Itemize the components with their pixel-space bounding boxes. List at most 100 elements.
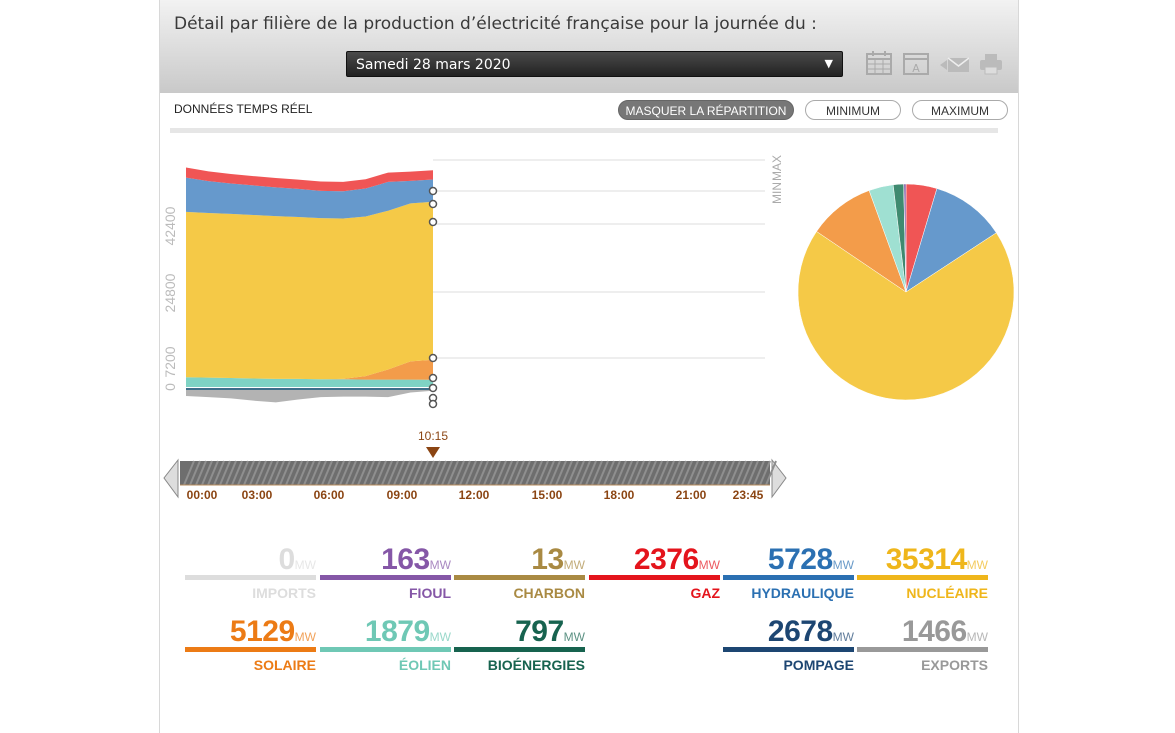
- hatch-line: [447, 460, 459, 486]
- hatch-line: [531, 460, 543, 486]
- stat-imports[interactable]: 0MW IMPORTS: [185, 543, 316, 601]
- stat-label: CHARBON: [513, 585, 585, 601]
- hatch-line: [195, 460, 207, 486]
- timeline[interactable]: [163, 458, 787, 499]
- timeline-tick-label: 21:00: [676, 488, 707, 502]
- hatch-line: [375, 460, 387, 486]
- hatch-line: [663, 460, 675, 486]
- stat-unit: MW: [294, 558, 316, 572]
- hatch-line: [585, 460, 597, 486]
- stat-value: 35314: [885, 543, 967, 576]
- hatch-line: [645, 460, 657, 486]
- value-marker: [428, 353, 438, 363]
- divider: [170, 128, 998, 133]
- hatch-line: [495, 460, 507, 486]
- hatch-line: [417, 460, 429, 486]
- pie-slice-hydraulique: [905, 188, 997, 293]
- hatch-line: [471, 460, 483, 486]
- stat-bar: [454, 647, 585, 652]
- calendar-today-icon[interactable]: A: [901, 48, 931, 78]
- stat-solaire[interactable]: 5129MW SOLAIRE: [185, 615, 316, 673]
- stat-value: 163: [381, 543, 430, 576]
- hatch-line: [561, 460, 573, 486]
- value-marker: [428, 186, 438, 196]
- hatch-line: [333, 460, 345, 486]
- hatch-line: [747, 460, 759, 486]
- chart-grid: [433, 159, 765, 359]
- hatch-line: [627, 460, 639, 486]
- print-icon[interactable]: [976, 48, 1006, 78]
- stat-unit: MW: [966, 558, 988, 572]
- timeline-next-arrow[interactable]: [771, 458, 787, 499]
- area-nucléaire: [186, 201, 433, 380]
- stat-unit: MW: [563, 558, 585, 572]
- max-label: MAX: [770, 155, 784, 181]
- area-solaire: [186, 359, 433, 380]
- stat-value: 1466: [901, 615, 967, 648]
- page-title: Détail par filière de la production d’él…: [174, 14, 817, 34]
- stat-fioul[interactable]: 163MW FIOUL: [320, 543, 451, 601]
- stat-label: NUCLÉAIRE: [906, 585, 988, 601]
- stat-unit: MW: [429, 558, 451, 572]
- stat-unit: MW: [294, 630, 316, 644]
- hatch-line: [501, 460, 513, 486]
- hatch-line: [393, 460, 405, 486]
- hatch-line: [483, 460, 495, 486]
- stat-value: 5129: [229, 615, 295, 648]
- chart-markers: [428, 186, 438, 409]
- stat-bar: [723, 647, 854, 652]
- y-tick-label: 24800: [162, 273, 178, 312]
- hatch-line: [399, 460, 411, 486]
- value-marker: [428, 383, 438, 393]
- hatch-line: [231, 460, 243, 486]
- stat-nucléaire[interactable]: 35314MW NUCLÉAIRE: [857, 543, 988, 601]
- y-axis-labels: 0 7200 24800 42400: [162, 206, 178, 391]
- stat-bioénergies[interactable]: 797MW BIOÉNERGIES: [454, 615, 585, 673]
- y-tick-label: 42400: [162, 206, 178, 245]
- svg-text:A: A: [912, 62, 920, 75]
- stat-unit: MW: [563, 630, 585, 644]
- min-label: MIN: [770, 182, 784, 204]
- chart-areas: [186, 167, 433, 403]
- stat-bar: [723, 575, 854, 580]
- stat-charbon[interactable]: 13MW CHARBON: [454, 543, 585, 601]
- hatch-line: [453, 460, 465, 486]
- hatch-line: [717, 460, 729, 486]
- timeline-prev-arrow[interactable]: [163, 458, 179, 499]
- hatch-line: [297, 460, 309, 486]
- date-select[interactable]: Samedi 28 mars 2020 ▼: [346, 51, 843, 77]
- stat-éolien[interactable]: 1879MW ÉOLIEN: [320, 615, 451, 673]
- stat-hydraulique[interactable]: 5728MW HYDRAULIQUE: [723, 543, 854, 601]
- hatch-line: [267, 460, 279, 486]
- hide-breakdown-button[interactable]: MASQUER LA RÉPARTITION: [618, 100, 794, 120]
- hatch-line: [597, 460, 609, 486]
- hatch-line: [213, 460, 225, 486]
- stat-exports[interactable]: 1466MW EXPORTS: [857, 615, 988, 673]
- hatch-line: [207, 460, 219, 486]
- hatch-line: [555, 460, 567, 486]
- minimum-button[interactable]: MINIMUM: [805, 100, 901, 120]
- hatch-line: [711, 460, 723, 486]
- hatch-line: [741, 460, 753, 486]
- stat-gaz[interactable]: 2376MW GAZ: [589, 543, 720, 601]
- calendar-icon[interactable]: [864, 48, 894, 78]
- hatch-line: [543, 460, 555, 486]
- stat-bar: [857, 575, 988, 580]
- stat-label: SOLAIRE: [253, 657, 316, 673]
- current-time-label: 10:15: [418, 429, 448, 443]
- hatch-line: [345, 460, 357, 486]
- y-tick-label: 7200: [162, 346, 178, 377]
- hatch-line: [693, 460, 705, 486]
- share-email-icon[interactable]: [939, 48, 969, 78]
- maximum-button[interactable]: MAXIMUM: [912, 100, 1008, 120]
- date-select-value: Samedi 28 mars 2020: [356, 57, 511, 73]
- stat-value: 2376: [633, 543, 699, 576]
- hatch-line: [591, 460, 603, 486]
- stat-unit: MW: [832, 630, 854, 644]
- hatch-line: [441, 460, 453, 486]
- hatch-line: [201, 460, 213, 486]
- stat-pompage[interactable]: 2678MW POMPAGE: [723, 615, 854, 673]
- current-time-marker[interactable]: [426, 447, 440, 458]
- stat-bar: [454, 575, 585, 580]
